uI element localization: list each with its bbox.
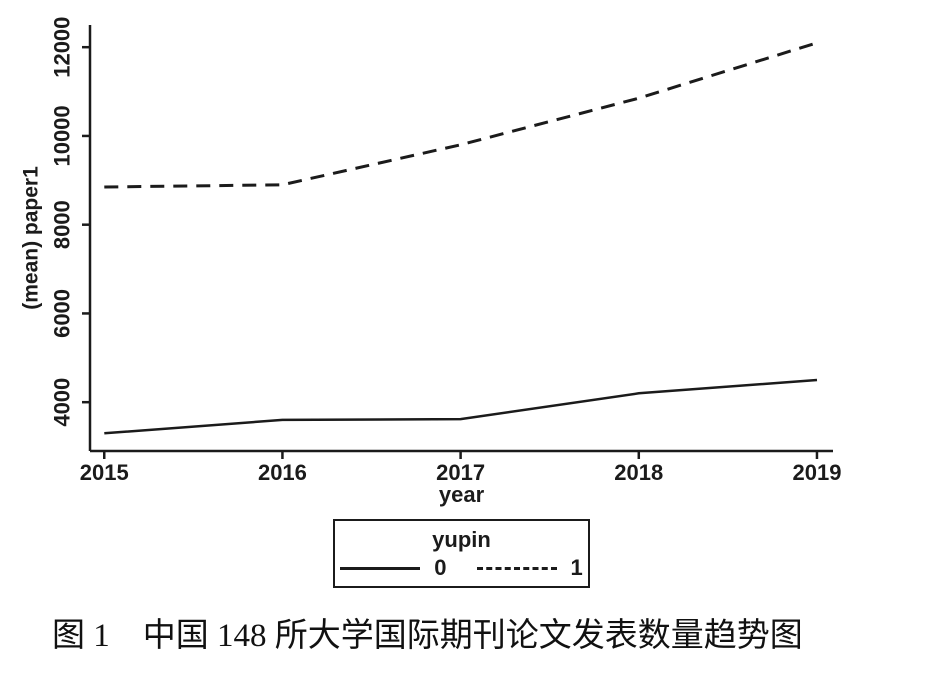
x-tick-label: 2018: [614, 460, 663, 485]
y-tick-label: 12000: [50, 17, 75, 78]
x-tick-label: 2016: [258, 460, 307, 485]
y-tick-label: 8000: [50, 200, 75, 249]
figure-caption: 图 1 中国 148 所大学国际期刊论文发表数量趋势图: [52, 618, 803, 654]
legend-line-solid-icon: [340, 566, 421, 570]
legend-label-group1: 1: [570, 555, 583, 581]
legend-entries: 0 1: [340, 557, 583, 579]
chart-legend: yupin 0 1: [333, 519, 590, 588]
y-tick-label: 10000: [50, 105, 75, 166]
x-tick-label: 2019: [792, 460, 841, 485]
y-tick-label: 4000: [50, 378, 75, 427]
series-line-0: [104, 378, 818, 435]
legend-title: yupin: [432, 526, 491, 552]
line-chart: 4000 6000 8000 10000 12000 2015 2016 2017 2018 20…: [19, 17, 841, 507]
y-tick-label: 6000: [50, 289, 75, 338]
y-axis-title: (mean) paper1: [19, 166, 42, 310]
series-line-1: [104, 41, 818, 189]
x-tick-label: 2015: [80, 460, 129, 485]
x-tick-label: 2017: [436, 460, 485, 485]
legend-label-group0: 0: [434, 555, 447, 581]
x-axis-title: year: [439, 482, 485, 507]
legend-line-dashed-icon: [476, 566, 557, 570]
